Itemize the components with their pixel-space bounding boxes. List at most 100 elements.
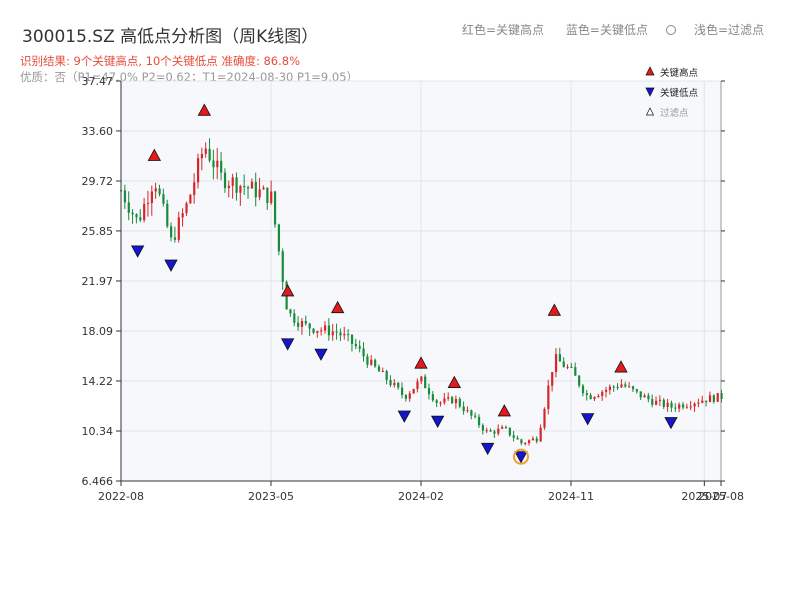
candle-body — [720, 393, 723, 399]
candle-body — [358, 346, 361, 349]
candle-body — [135, 214, 138, 218]
candle-body — [312, 328, 315, 333]
candle-body — [389, 379, 392, 386]
candle-body — [266, 187, 269, 204]
candle-body — [243, 185, 246, 188]
candle-body — [150, 191, 153, 204]
x-tick-label: 2025-07 — [681, 490, 727, 503]
candle-body — [189, 194, 192, 204]
candle-body — [481, 425, 485, 431]
candle-body — [539, 427, 542, 442]
candle-body — [685, 406, 689, 408]
candle-body — [273, 191, 277, 225]
key-high-marker — [280, 284, 295, 297]
candle-body — [708, 395, 712, 403]
candle-body — [512, 435, 515, 438]
x-tick-label: 2025-08 — [698, 490, 744, 503]
candle-body — [354, 343, 357, 347]
key-low-marker — [397, 410, 412, 423]
x-tick-label: 2023-05 — [248, 490, 294, 503]
candle-body — [154, 188, 157, 192]
candle-body — [670, 402, 673, 408]
legend-filtered-icon — [645, 107, 655, 116]
legend-label: 过滤点 — [660, 107, 689, 119]
candle-body — [678, 404, 681, 409]
candle-body — [231, 177, 234, 186]
candle-body — [370, 359, 373, 365]
key-low-marker — [480, 442, 495, 456]
candle-body — [431, 394, 434, 401]
candle-body — [531, 438, 535, 441]
candle-body — [185, 203, 188, 214]
candle-body — [204, 148, 207, 154]
candle-body — [716, 393, 719, 402]
filtered-point-ring — [513, 448, 529, 465]
legend-label: 关键低点 — [660, 87, 699, 99]
candle-body — [574, 367, 577, 376]
candle-body — [516, 437, 519, 440]
candle-body — [424, 376, 427, 389]
circle-icon — [665, 25, 676, 35]
y-ticks: 37.47 33.60 29.72 25.85 21.97 18.09 14.22 10.34… — [82, 75, 725, 488]
y-tick-label: 25.85 — [82, 225, 114, 238]
candle-body — [712, 395, 715, 402]
candle-body — [281, 251, 284, 282]
candle-body — [508, 427, 511, 436]
candle-body — [543, 408, 546, 428]
candle-body — [427, 388, 431, 395]
candle-body — [462, 406, 465, 412]
candle-body — [435, 400, 438, 403]
candle-body — [578, 375, 581, 386]
candle-body — [397, 382, 400, 388]
candle-body — [689, 406, 692, 408]
candle-body — [474, 415, 477, 417]
candle-body — [624, 384, 627, 387]
candle-body — [493, 431, 496, 434]
key-high-marker — [497, 404, 512, 417]
candle-body — [235, 177, 238, 193]
y-tick-label: 14.22 — [82, 375, 114, 388]
top-legend-blue: 蓝色=关键低点 — [565, 23, 648, 37]
key-high-marker — [197, 103, 212, 116]
candle-body — [501, 427, 504, 429]
candle-body — [647, 395, 650, 400]
candle-body — [593, 397, 596, 400]
candle-body — [162, 194, 165, 204]
candle-body — [454, 398, 458, 404]
candle-body — [223, 172, 227, 189]
candle-body — [131, 212, 134, 215]
candle-body — [608, 386, 612, 390]
candle-body — [662, 399, 665, 407]
candle-body — [566, 366, 569, 368]
candle-body — [335, 331, 338, 333]
candle-body — [612, 386, 615, 388]
candle-body — [693, 403, 696, 407]
candle-body — [350, 334, 354, 344]
candle-body — [146, 203, 150, 205]
candle-body — [227, 185, 230, 189]
candle-body — [123, 190, 127, 203]
candle-body — [362, 348, 365, 357]
candle-body — [385, 371, 388, 380]
candle-body — [300, 320, 304, 327]
candle-body — [181, 213, 184, 218]
candle-body — [701, 400, 704, 403]
candle-body — [524, 443, 527, 445]
candle-body — [304, 320, 307, 324]
candle-body — [570, 366, 573, 368]
candle-body — [400, 387, 404, 396]
candle-body — [270, 191, 273, 204]
x-tick-label: 2022-08 — [98, 490, 144, 503]
candle-body — [485, 430, 488, 432]
candle-body — [616, 386, 619, 388]
candle-body — [589, 394, 592, 400]
candle-body — [393, 382, 396, 386]
candle-body — [177, 217, 180, 240]
candle-body — [166, 203, 169, 227]
result-summary: 识别结果: 9个关键高点, 10个关键低点 准确度: 86.8% — [20, 54, 301, 68]
candle-body — [297, 322, 300, 327]
candle-body — [316, 331, 319, 333]
candle-body — [705, 400, 708, 403]
candle-body — [604, 389, 608, 392]
